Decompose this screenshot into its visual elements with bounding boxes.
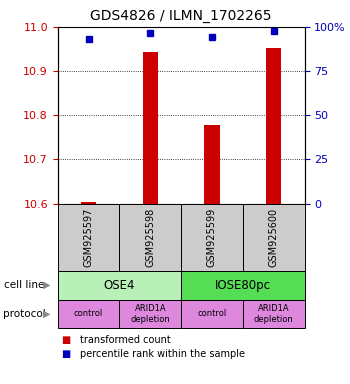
Bar <box>243 300 304 328</box>
Bar <box>266 48 281 204</box>
Text: protocol: protocol <box>4 309 46 319</box>
Bar <box>119 204 181 271</box>
Bar <box>81 202 96 204</box>
Text: ▶: ▶ <box>43 309 51 319</box>
Text: OSE4: OSE4 <box>104 279 135 291</box>
Text: control: control <box>74 310 103 318</box>
Text: ARID1A
depletion: ARID1A depletion <box>131 304 170 324</box>
Text: ■: ■ <box>61 349 70 359</box>
Text: transformed count: transformed count <box>80 335 171 345</box>
Text: ■: ■ <box>61 335 70 345</box>
Bar <box>58 300 119 328</box>
Text: GSM925599: GSM925599 <box>207 207 217 267</box>
Text: IOSE80pc: IOSE80pc <box>215 279 271 291</box>
Text: percentile rank within the sample: percentile rank within the sample <box>80 349 245 359</box>
Text: control: control <box>197 310 226 318</box>
Text: GSM925600: GSM925600 <box>269 208 279 266</box>
Bar <box>142 52 158 204</box>
Bar <box>243 204 304 271</box>
Text: GSM925598: GSM925598 <box>145 207 155 267</box>
Bar <box>181 204 243 271</box>
Text: cell line: cell line <box>4 280 44 290</box>
Bar <box>58 271 181 300</box>
Title: GDS4826 / ILMN_1702265: GDS4826 / ILMN_1702265 <box>90 9 272 23</box>
Bar <box>181 271 304 300</box>
Bar <box>119 300 181 328</box>
Bar <box>204 125 220 204</box>
Bar <box>181 300 243 328</box>
Bar <box>58 204 119 271</box>
Text: ARID1A
depletion: ARID1A depletion <box>254 304 294 324</box>
Text: ▶: ▶ <box>43 280 51 290</box>
Text: GSM925597: GSM925597 <box>84 207 93 267</box>
